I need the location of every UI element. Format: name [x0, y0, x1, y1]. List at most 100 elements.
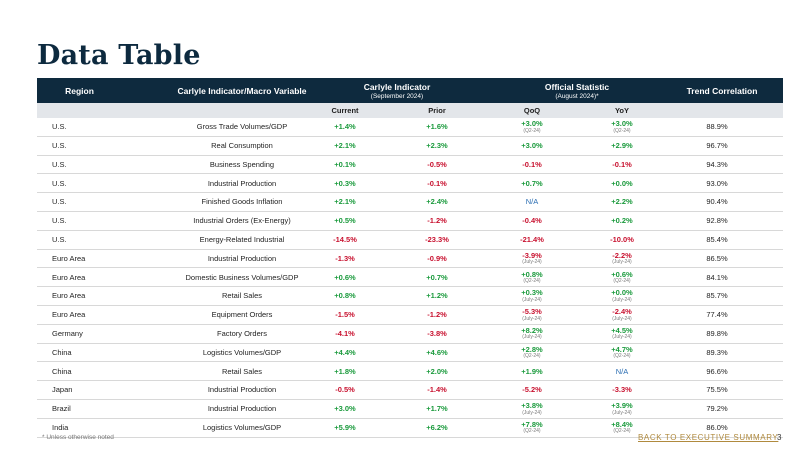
cell-qoq: +2.8%: [521, 344, 543, 354]
cell-trend: 85.7%: [706, 291, 728, 301]
cell-indicator: Logistics Volumes/GDP: [202, 422, 282, 432]
cell-trend: 84.1%: [706, 272, 728, 282]
header-region: Region: [65, 85, 94, 96]
cell-trend: 77.4%: [706, 310, 728, 320]
cell-yoy: -2.4%: [612, 307, 632, 317]
header-trend: Trend Correlation: [686, 85, 758, 96]
cell-prior: -3.8%: [427, 328, 447, 338]
table-row: Japan Industrial Production -0.5% -1.4% -5.2…: [37, 381, 783, 400]
cell-prior: +2.3%: [426, 140, 448, 150]
cell-trend: 75.5%: [706, 385, 728, 395]
cell-yoy: +8.4%: [611, 419, 633, 429]
table-row: U.S. Energy-Related Industrial -14.5% -23.3…: [37, 231, 783, 250]
cell-region: India: [52, 422, 69, 432]
cell-prior: +6.2%: [426, 422, 448, 432]
cell-current: +1.8%: [334, 366, 356, 376]
cell-region: Euro Area: [52, 272, 86, 282]
cell-yoy: +0.0%: [611, 178, 633, 188]
subheader-prior: Prior: [428, 106, 446, 115]
cell-prior: -1.4%: [427, 385, 447, 395]
table-row: U.S. Business Spending +0.1% -0.5% -0.1% -0.1…: [37, 156, 783, 175]
back-to-summary-link[interactable]: BACK TO EXECUTIVE SUMMARY: [638, 433, 779, 442]
cell-yoy: -3.3%: [612, 385, 632, 395]
cell-current: +5.9%: [334, 422, 356, 432]
cell-current: +0.3%: [334, 178, 356, 188]
cell-yoy: +0.6%: [611, 269, 633, 279]
cell-qoq: -3.9%: [522, 250, 542, 260]
cell-indicator: Equipment Orders: [211, 310, 273, 320]
cell-indicator: Industrial Production: [207, 253, 277, 263]
subheader-yoy: YoY: [614, 106, 630, 115]
cell-trend: 85.4%: [706, 234, 728, 244]
cell-prior: +2.4%: [426, 197, 448, 207]
table-row: Euro Area Industrial Production -1.3% -0.9%…: [37, 250, 783, 269]
table-row: Euro Area Domestic Business Volumes/GDP +0…: [37, 268, 783, 288]
cell-yoy: +4.7%: [611, 344, 633, 354]
cell-qoq: -5.3%: [522, 307, 542, 317]
cell-current: +0.5%: [334, 216, 356, 226]
table-row: U.S. Industrial Production +0.3% -0.1% +0.7%…: [37, 174, 783, 194]
cell-qoq: +3.0%: [521, 119, 543, 129]
cell-indicator: Real Consumption: [211, 140, 273, 150]
cell-yoy-period: (July-24): [612, 315, 632, 322]
table-row: U.S. Industrial Orders (Ex-Energy) +0.5% -1…: [37, 212, 783, 231]
cell-trend: 88.9%: [706, 122, 728, 132]
cell-region: China: [52, 366, 72, 376]
cell-yoy-period: (July-24): [612, 259, 632, 266]
cell-yoy: +3.9%: [611, 401, 633, 411]
cell-prior: -1.2%: [427, 216, 447, 226]
cell-indicator: Logistics Volumes/GDP: [202, 347, 282, 357]
cell-yoy: +4.5%: [611, 325, 633, 335]
cell-qoq: +1.9%: [521, 366, 543, 376]
cell-current: +1.4%: [334, 122, 356, 132]
cell-yoy: -10.0%: [610, 234, 634, 244]
table-row: Euro Area Retail Sales +0.8% +1.2% +0.3% (Jul…: [37, 287, 783, 306]
cell-region: Germany: [52, 328, 83, 338]
table-subheader: Current Prior QoQ YoY: [37, 103, 783, 118]
cell-yoy: +2.2%: [611, 197, 633, 207]
cell-yoy: +0.0%: [611, 288, 633, 298]
cell-qoq: -0.1%: [522, 159, 542, 169]
cell-qoq: +0.8%: [521, 269, 543, 279]
cell-qoq-period: (Q2-24): [523, 127, 541, 134]
cell-prior: +1.6%: [426, 122, 448, 132]
subheader-qoq: QoQ: [523, 106, 541, 115]
cell-prior: -0.1%: [427, 178, 447, 188]
cell-indicator: Factory Orders: [216, 328, 267, 338]
cell-trend: 89.8%: [706, 328, 728, 338]
subheader-current: Current: [331, 106, 359, 115]
cell-qoq: -0.4%: [522, 216, 542, 226]
cell-prior: +2.0%: [426, 366, 448, 376]
cell-prior: -0.5%: [427, 159, 447, 169]
cell-indicator: Industrial Orders (Ex-Energy): [193, 216, 291, 226]
cell-yoy: -0.1%: [612, 159, 632, 169]
cell-indicator: Finished Goods Inflation: [201, 197, 283, 207]
cell-indicator: Business Spending: [209, 159, 275, 169]
cell-qoq: -21.4%: [520, 234, 544, 244]
cell-qoq: +8.2%: [521, 325, 543, 335]
cell-current: +3.0%: [334, 404, 356, 414]
cell-prior: +1.7%: [426, 404, 448, 414]
cell-region: Euro Area: [52, 291, 86, 301]
cell-trend: 89.3%: [706, 347, 728, 357]
cell-indicator: Retail Sales: [221, 366, 263, 376]
cell-yoy: +2.9%: [611, 140, 633, 150]
table-row: U.S. Real Consumption +2.1% +2.3% +3.0% +2.9%…: [37, 137, 783, 156]
cell-trend: 96.7%: [706, 140, 728, 150]
footnote: * Unless otherwise noted: [42, 434, 114, 441]
cell-prior: -0.9%: [427, 253, 447, 263]
cell-indicator: Energy-Related Industrial: [199, 234, 285, 244]
table-row: China Retail Sales +1.8% +2.0% +1.9% N/A 96.6%: [37, 362, 783, 382]
table-row: U.S. Gross Trade Volumes/GDP +1.4% +1.6% +3.…: [37, 118, 783, 137]
cell-qoq: +0.3%: [521, 288, 543, 298]
cell-region: U.S.: [52, 216, 67, 226]
cell-qoq: +3.0%: [521, 140, 543, 150]
table-header: Region Carlyle Indicator/Macro Variable …: [37, 78, 783, 103]
cell-qoq: +0.7%: [521, 178, 543, 188]
cell-region: Euro Area: [52, 310, 86, 320]
table-row: India Logistics Volumes/GDP +5.9% +6.2% +7.8…: [37, 419, 783, 438]
table-row: China Logistics Volumes/GDP +4.4% +4.6% +2.8…: [37, 344, 783, 363]
cell-qoq-period: (July-24): [522, 409, 542, 416]
cell-trend: 79.2%: [706, 404, 728, 414]
cell-current: -0.5%: [335, 385, 355, 395]
